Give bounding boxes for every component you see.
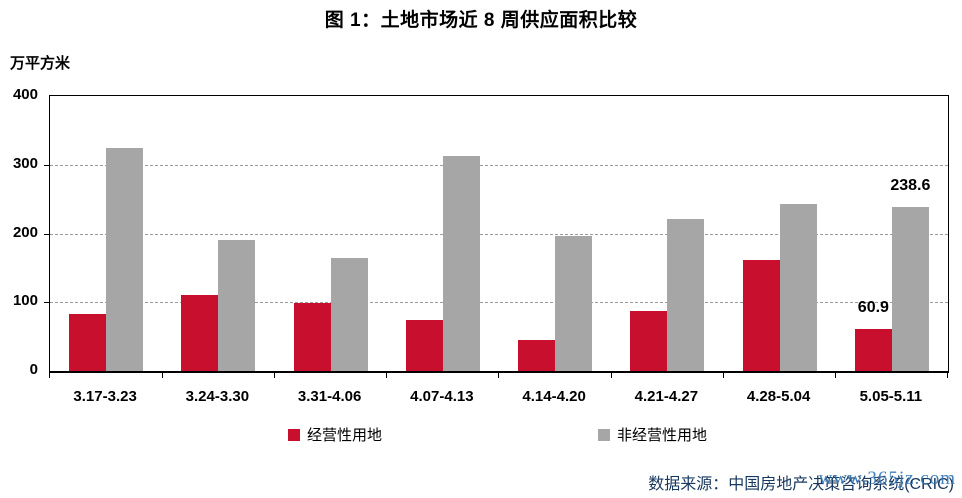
x-tick-mark — [498, 373, 500, 378]
data-label-60.9: 60.9 — [857, 299, 889, 317]
data-label-238.6: 238.6 — [890, 176, 931, 194]
y-tick-label-400: 400 — [12, 86, 38, 103]
source-text: 数据来源：中国房地产决策咨询系统(CRIC) — [648, 476, 954, 493]
chart-title: 图 1：土地市场近 8 周供应面积比较 — [324, 10, 638, 31]
y-axis-unit-label: 万平方米 — [10, 55, 71, 72]
bar-series-0-3.24-3.30 — [181, 295, 219, 371]
x-label-3.31-4.06: 3.31-4.06 — [297, 388, 362, 405]
x-tick-mark — [722, 373, 724, 378]
x-tick-mark — [610, 373, 612, 378]
x-tick-mark — [947, 373, 949, 378]
legend-swatch-icon — [288, 428, 300, 441]
bar-series-1-3.31-4.06 — [330, 258, 368, 371]
legend-label: 非经营性用地 — [617, 427, 708, 444]
x-tick-mark — [835, 373, 836, 378]
x-label-5.05-5.11: 5.05-5.11 — [859, 388, 923, 405]
bar-series-1-4.14-4.20 — [555, 236, 593, 371]
x-tick-mark — [49, 373, 51, 378]
x-label-4.21-4.27: 4.21-4.27 — [634, 388, 699, 405]
x-tick-mark — [386, 373, 387, 378]
bar-series-1-3.24-3.30 — [218, 240, 256, 371]
bar-series-1-3.17-3.23 — [106, 148, 144, 371]
legend-item-0: 经营性用地 — [288, 424, 382, 445]
bar-series-0-3.17-3.23 — [69, 313, 107, 371]
y-tick-label-100: 100 — [12, 292, 38, 310]
watermark-text: www.365jz.com — [818, 468, 956, 489]
bar-series-0-4.21-4.27 — [630, 310, 668, 371]
y-tick-mark-200 — [43, 233, 49, 235]
bar-series-0-4.14-4.20 — [518, 340, 556, 371]
x-label-4.14-4.20: 4.14-4.20 — [522, 388, 586, 405]
y-tick-label-200: 200 — [12, 223, 38, 241]
source-note: 数据来源：中国房地产决策咨询系统(CRIC) www.365jz.com — [648, 468, 956, 493]
bar-series-0-4.07-4.13 — [405, 320, 443, 371]
plot-area: 60.9 238.6 — [43, 95, 949, 378]
x-tick-mark — [273, 373, 275, 378]
gridline-100 — [50, 302, 948, 304]
bar-series-0-3.31-4.06 — [293, 302, 331, 371]
x-label-3.24-3.30: 3.24-3.30 — [185, 388, 250, 405]
y-tick-label-300: 300 — [12, 154, 38, 172]
gridline-200 — [50, 233, 948, 235]
y-tick-mark-300 — [43, 164, 49, 166]
legend-swatch-icon — [598, 428, 610, 441]
x-label-4.28-5.04: 4.28-5.04 — [746, 388, 811, 405]
bar-series-1-5.05-5.11 — [891, 206, 929, 371]
bar-series-1-4.21-4.27 — [667, 219, 705, 371]
legend-item-1: 非经营性用地 — [598, 424, 707, 445]
gridline-300 — [50, 164, 948, 166]
bar-series-0-4.28-5.04 — [742, 260, 780, 371]
x-tick-mark — [161, 373, 163, 378]
bar-series-0-5.05-5.11 — [854, 329, 892, 371]
y-tick-label-0: 0 — [29, 361, 38, 378]
x-label-3.17-3.23: 3.17-3.23 — [73, 388, 137, 405]
y-tick-mark-100 — [43, 302, 49, 304]
bar-series-1-4.07-4.13 — [442, 155, 480, 371]
legend-label: 经营性用地 — [307, 427, 383, 444]
legend: 经营性用地 非经营性用地 — [0, 424, 962, 445]
x-label-4.07-4.13: 4.07-4.13 — [410, 388, 474, 405]
bar-series-1-4.28-5.04 — [779, 203, 817, 371]
